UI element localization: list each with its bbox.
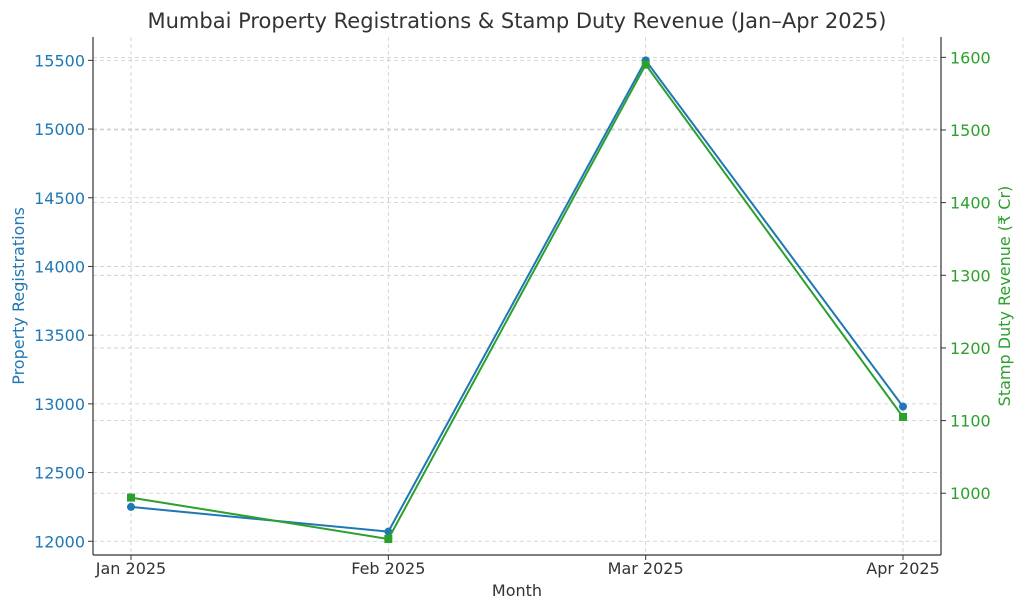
chart-title: Mumbai Property Registrations & Stamp Du… <box>148 9 887 33</box>
x-tick-label: Jan 2025 <box>95 559 166 578</box>
series-layer <box>127 56 907 544</box>
right-tick-label: 1600 <box>950 48 991 67</box>
series-right <box>127 60 907 544</box>
data-point <box>899 402 907 411</box>
right-tick-label: 1400 <box>950 194 991 213</box>
left-tick-label: 12500 <box>34 464 85 483</box>
x-axis-title: Month <box>492 581 542 600</box>
left-tick-label: 12000 <box>34 532 85 551</box>
data-point <box>127 502 135 511</box>
left-y-axis-title: Property Registrations <box>9 207 28 385</box>
data-point <box>641 60 650 69</box>
right-tick-label: 1200 <box>950 339 991 358</box>
series-line <box>130 62 904 541</box>
data-point <box>899 412 907 421</box>
left-tick-label: 13000 <box>34 395 85 414</box>
left-y-axis-ticks: 12000 12500 13000 13500 14000 14500 15000 15500 <box>34 51 93 551</box>
x-tick-label: Mar 2025 <box>608 559 684 578</box>
series-left <box>127 56 907 536</box>
left-tick-label: 15500 <box>34 51 85 70</box>
left-tick-label: 13500 <box>34 326 85 345</box>
x-tick-label: Feb 2025 <box>351 559 425 578</box>
right-tick-label: 1300 <box>950 266 991 285</box>
right-tick-label: 1000 <box>950 484 991 503</box>
grid <box>93 37 941 555</box>
axes <box>92 37 942 556</box>
left-tick-label: 14500 <box>34 189 85 208</box>
left-tick-label: 14000 <box>34 257 85 276</box>
x-axis-ticks: Jan 2025 Feb 2025 Mar 2025 Apr 2025 <box>95 555 940 578</box>
right-tick-label: 1500 <box>950 121 991 140</box>
x-tick-label: Apr 2025 <box>866 559 939 578</box>
right-y-axis-title: Stamp Duty Revenue (₹ Cr) <box>995 186 1014 407</box>
series-line <box>130 58 904 533</box>
data-point <box>384 535 393 544</box>
left-tick-label: 15000 <box>34 120 85 139</box>
right-tick-label: 1100 <box>950 412 991 431</box>
data-point <box>127 493 135 502</box>
right-y-axis-ticks: 1000 1100 1200 1300 1400 1500 1600 <box>941 48 991 503</box>
